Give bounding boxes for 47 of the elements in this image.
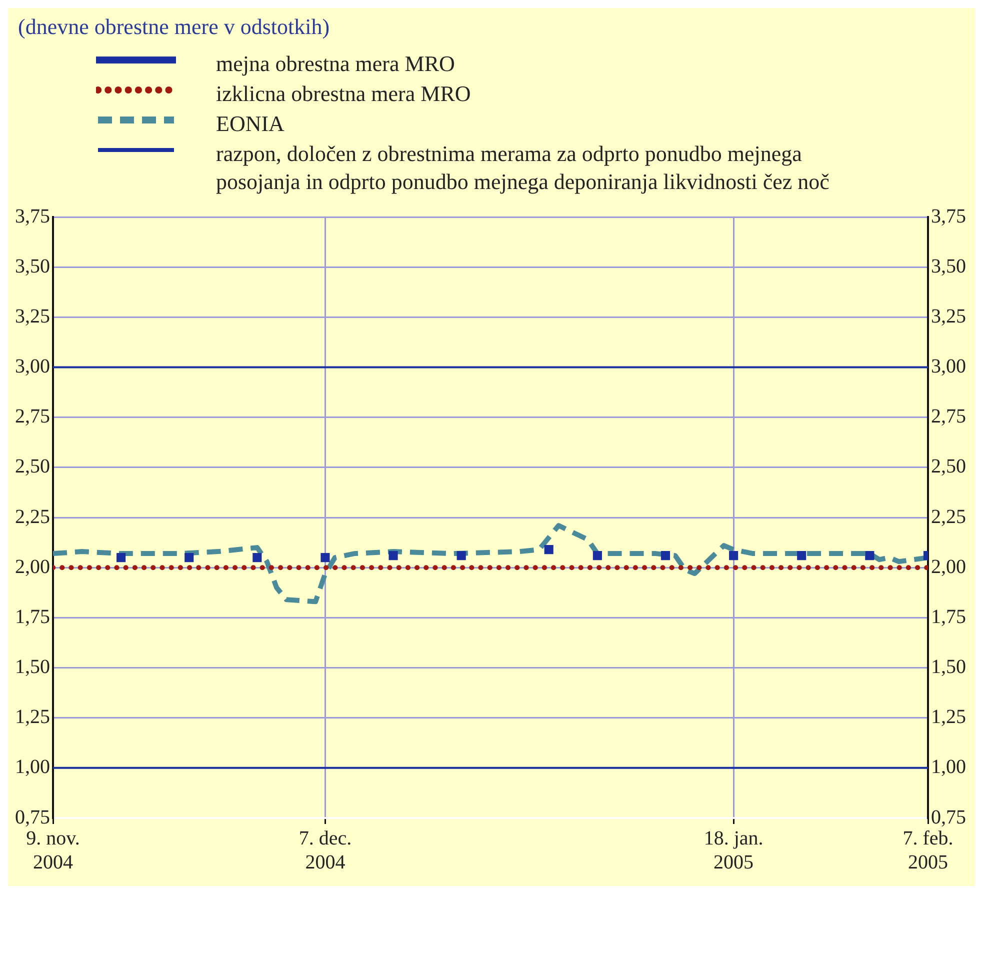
point xyxy=(456,551,466,560)
y2-tick-label: 2,00 xyxy=(931,556,966,578)
chart-title: (dnevne obrestne mere v odstotkih) xyxy=(17,13,331,41)
point xyxy=(592,551,602,560)
y2-tick-label: 2,50 xyxy=(931,456,966,478)
y-tick-label: 3,50 xyxy=(15,255,50,278)
point xyxy=(320,553,330,562)
y2-tick-label: 3,25 xyxy=(931,305,966,328)
x-tick-label: 18. jan. 2005 xyxy=(704,827,764,874)
y2-tick-label: 1,75 xyxy=(931,606,966,628)
y-tick-label: 1,00 xyxy=(15,756,50,778)
point xyxy=(544,545,554,554)
point xyxy=(729,551,738,560)
y2-tick-label: 1,00 xyxy=(931,756,966,778)
y2-tick-label: 2,25 xyxy=(931,506,966,528)
point xyxy=(184,553,194,562)
y-tick-label: 2,25 xyxy=(15,506,50,528)
y2-tick-label: 0,75 xyxy=(931,806,966,828)
point xyxy=(797,551,806,560)
y-tick-label: 0,75 xyxy=(15,806,50,828)
legend-label: EONIA xyxy=(216,110,284,138)
point xyxy=(660,551,670,560)
y-tick-label: 1,50 xyxy=(15,656,50,678)
legend-label: izklicna obrestna mera MRO xyxy=(216,80,471,108)
y-tick-label: 3,25 xyxy=(15,305,50,328)
y2-tick-label: 3,75 xyxy=(931,205,966,228)
y2-tick-label: 3,50 xyxy=(931,255,966,278)
y-tick-label: 1,75 xyxy=(15,606,50,628)
x-tick-label: 7. dec. 2004 xyxy=(298,827,352,874)
x-tick-label: 7. feb. 2005 xyxy=(902,827,954,874)
point xyxy=(388,551,398,560)
y2-tick-label: 2,75 xyxy=(931,406,966,428)
point xyxy=(116,553,126,562)
y-tick-label: 2,75 xyxy=(15,406,50,428)
y2-tick-label: 3,00 xyxy=(931,356,966,378)
y-tick-label: 3,00 xyxy=(15,356,50,378)
y-tick-label: 2,50 xyxy=(15,456,50,478)
legend-label: razpon, določen z obrestnima merama za odprto ponudbo mejnega posojanja in odprto ponudbo mejnega deponiranja likvidnosti čez noč xyxy=(216,140,830,196)
x-tick-label: 9. nov. 2004 xyxy=(26,827,80,874)
y-tick-label: 2,00 xyxy=(15,556,50,578)
y-tick-label: 3,75 xyxy=(15,205,50,228)
y-tick-label: 1,25 xyxy=(15,706,50,728)
y2-tick-label: 1,50 xyxy=(931,656,966,678)
legend-label: mejna obrestna mera MRO xyxy=(216,50,455,78)
y2-tick-label: 1,25 xyxy=(931,706,966,728)
point xyxy=(252,553,262,562)
point xyxy=(865,551,874,560)
